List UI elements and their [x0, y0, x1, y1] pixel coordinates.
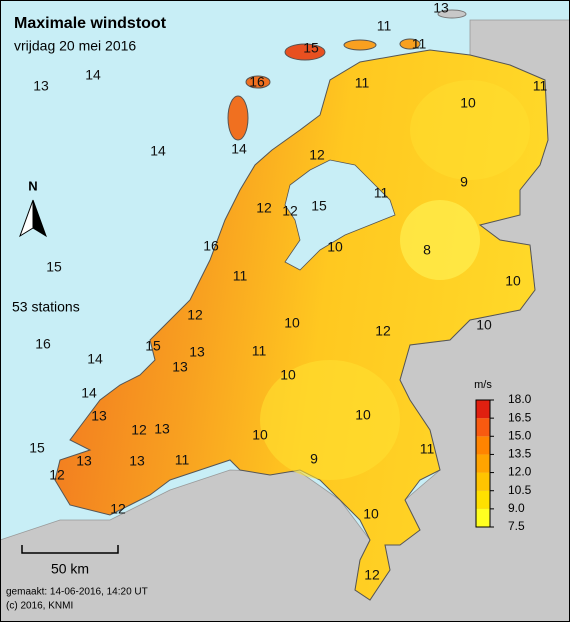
- station-value: 15: [46, 259, 62, 275]
- station-value: 12: [309, 147, 325, 163]
- station-value: 11: [355, 75, 370, 91]
- station-value: 10: [460, 95, 476, 111]
- island: [245, 75, 271, 89]
- station-value: 14: [81, 385, 97, 401]
- station-value: 10: [355, 407, 371, 423]
- footer-made: gemaakt: 14-06-2016, 14:20 UT: [6, 587, 148, 598]
- station-value: 16: [35, 336, 51, 352]
- station-value: 14: [150, 143, 166, 159]
- legend-tick-label: 12.0: [508, 465, 532, 479]
- title: Maximale windstoot: [14, 15, 167, 32]
- island: [399, 38, 421, 50]
- legend-swatch: [476, 418, 490, 437]
- station-value: 16: [203, 238, 219, 254]
- island: [227, 95, 249, 141]
- station-value: 11: [377, 18, 392, 34]
- compass-label: N: [28, 178, 37, 193]
- station-value: 12: [282, 203, 298, 219]
- legend-tick-label: 10.5: [508, 483, 532, 497]
- station-value: 10: [327, 239, 343, 255]
- station-value: 13: [129, 453, 145, 469]
- station-value: 13: [76, 453, 92, 469]
- calm-zone: [260, 360, 400, 480]
- station-value: 11: [233, 268, 248, 284]
- station-value: 13: [91, 408, 107, 424]
- station-value: 9: [460, 174, 468, 190]
- station-value: 15: [29, 440, 45, 456]
- station-value: 13: [33, 78, 49, 94]
- calm-zone: [410, 80, 530, 180]
- legend: 7.5 9.0 10.5 12.0 13.5 15.0 16.5 18.0: [475, 392, 532, 533]
- station-value: 15: [145, 338, 161, 354]
- ijsselmeer: [284, 159, 396, 271]
- legend-tick-label: 16.5: [508, 410, 532, 424]
- compass-arrow: [32, 199, 47, 238]
- station-value: 13: [433, 0, 449, 16]
- station-value: 14: [85, 67, 101, 83]
- legend-tick-label: 15.0: [508, 428, 532, 442]
- legend-tick-label: 7.5: [508, 519, 525, 533]
- station-value: 10: [505, 273, 521, 289]
- station-value: 11: [533, 78, 548, 94]
- legend-swatch: [476, 454, 490, 473]
- station-value: 11: [374, 185, 389, 201]
- station-value: 12: [187, 307, 203, 323]
- legend-tick-label: 13.5: [508, 447, 532, 461]
- station-value: 16: [249, 74, 265, 90]
- station-value: 12: [364, 567, 380, 583]
- station-value: 11: [420, 441, 435, 457]
- station-value: 8: [423, 242, 431, 258]
- legend-swatch: [476, 436, 490, 455]
- station-value: 10: [280, 367, 296, 383]
- station-count: 53 stations: [12, 299, 80, 315]
- netherlands: [54, 49, 549, 601]
- subtitle: vrijdag 20 mei 2016: [14, 38, 136, 54]
- legend-unit: m/s: [474, 379, 492, 391]
- station-value: 10: [284, 315, 300, 331]
- legend-swatch: [476, 508, 490, 527]
- calm-zone: [400, 200, 480, 280]
- legend-border: [475, 399, 491, 528]
- station-value: 13: [154, 421, 170, 437]
- legend-tick-label: 18.0: [508, 392, 532, 406]
- station-value: 12: [131, 422, 147, 438]
- station-value: 9: [310, 451, 318, 467]
- scale-label: 50 km: [51, 561, 89, 577]
- station-value: 10: [476, 317, 492, 333]
- station-value: 11: [175, 452, 190, 468]
- footer-copyright: (c) 2016, KNMI: [6, 601, 73, 612]
- island: [437, 9, 467, 19]
- station-value: 12: [110, 501, 126, 517]
- station-value: 12: [256, 200, 272, 216]
- station-value: 15: [311, 198, 327, 214]
- station-value: 13: [189, 344, 205, 360]
- scale-bar: 50 km: [21, 545, 119, 577]
- station-value: 10: [252, 427, 268, 443]
- island: [343, 39, 377, 51]
- legend-swatch: [476, 400, 490, 419]
- island: [284, 43, 326, 61]
- station-value: 13: [172, 359, 188, 375]
- scale-line: [21, 545, 119, 554]
- legend-tick-label: 9.0: [508, 501, 525, 515]
- station-value: 14: [231, 141, 247, 157]
- legend-swatch: [476, 472, 490, 491]
- station-value: 11: [252, 343, 267, 359]
- station-value: 11: [412, 36, 427, 52]
- station-value: 14: [87, 351, 103, 367]
- station-value: 12: [49, 467, 65, 483]
- station-value: 12: [375, 323, 391, 339]
- legend-swatch: [476, 490, 490, 509]
- station-value: 10: [363, 506, 379, 522]
- compass: N: [19, 178, 47, 238]
- station-value: 15: [303, 40, 319, 56]
